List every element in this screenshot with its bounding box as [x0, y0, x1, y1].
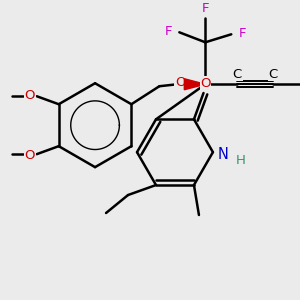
Text: O: O — [25, 149, 35, 162]
Polygon shape — [184, 79, 205, 90]
Text: H: H — [236, 154, 246, 167]
Text: C: C — [268, 68, 278, 81]
Text: O: O — [200, 76, 211, 89]
Text: C: C — [232, 68, 242, 81]
Text: O: O — [25, 89, 35, 102]
Text: F: F — [202, 2, 209, 15]
Text: F: F — [238, 27, 246, 40]
Text: N: N — [218, 147, 228, 162]
Text: F: F — [165, 25, 172, 38]
Text: O: O — [175, 76, 186, 89]
